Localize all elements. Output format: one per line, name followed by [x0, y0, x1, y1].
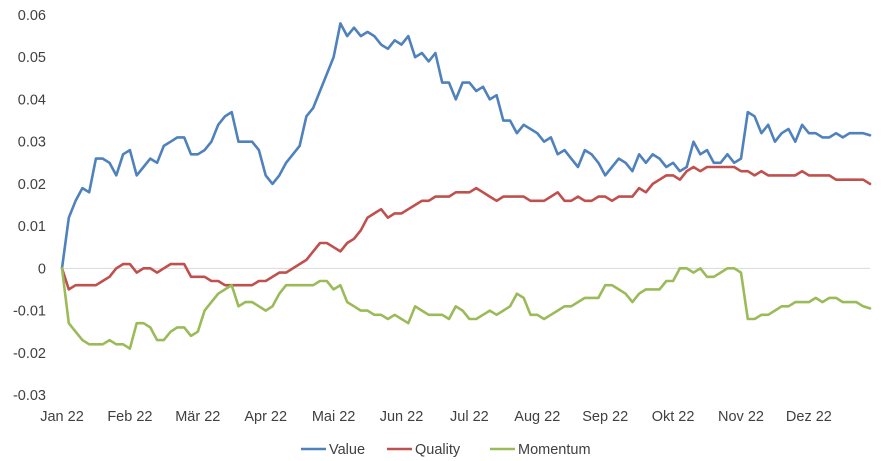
x-tick-label: Mai 22 [312, 409, 356, 425]
y-tick-label: 0.01 [18, 219, 46, 235]
legend-label: Momentum [518, 442, 591, 458]
legend-item-momentum: Momentum [490, 442, 591, 458]
y-axis: -0.03 -0.02 -0.01 0 0.01 0.02 0.03 0.04 0.05 0.06 [13, 8, 46, 404]
y-tick-label: 0.02 [18, 177, 46, 193]
x-tick-label: Apr 22 [244, 409, 287, 425]
legend-label: Quality [415, 442, 461, 458]
plot-area [60, 22, 872, 350]
x-tick-label: Nov 22 [718, 409, 764, 425]
x-tick-label: Dez 22 [786, 409, 832, 425]
y-tick-label: 0.05 [18, 50, 46, 66]
y-tick-label: -0.01 [13, 304, 46, 320]
x-tick-label: Jul 22 [450, 409, 489, 425]
series-line-quality [60, 165, 872, 291]
x-tick-label: Okt 22 [652, 409, 695, 425]
y-tick-label: -0.03 [13, 388, 46, 404]
legend: Value Quality Momentum [301, 442, 591, 458]
x-tick-label: Sep 22 [582, 409, 628, 425]
x-tick-label: Aug 22 [514, 409, 560, 425]
y-tick-label: 0.06 [18, 8, 46, 24]
legend-item-value: Value [301, 442, 365, 458]
series-line-momentum [60, 266, 872, 350]
y-tick-label: 0.04 [18, 92, 46, 108]
x-tick-label: Feb 22 [107, 409, 152, 425]
y-tick-label: -0.02 [13, 346, 46, 362]
x-axis: Jan 22 Feb 22 Mär 22 Apr 22 Mai 22 Jun 22 Jul … [40, 409, 832, 425]
series-line-value [60, 22, 872, 270]
x-tick-label: Mär 22 [175, 409, 220, 425]
legend-label: Value [329, 442, 365, 458]
x-tick-label: Jun 22 [380, 409, 424, 425]
legend-item-quality: Quality [387, 442, 461, 458]
x-tick-label: Jan 22 [40, 409, 84, 425]
y-tick-label: 0 [38, 261, 46, 277]
y-tick-label: 0.03 [18, 135, 46, 151]
